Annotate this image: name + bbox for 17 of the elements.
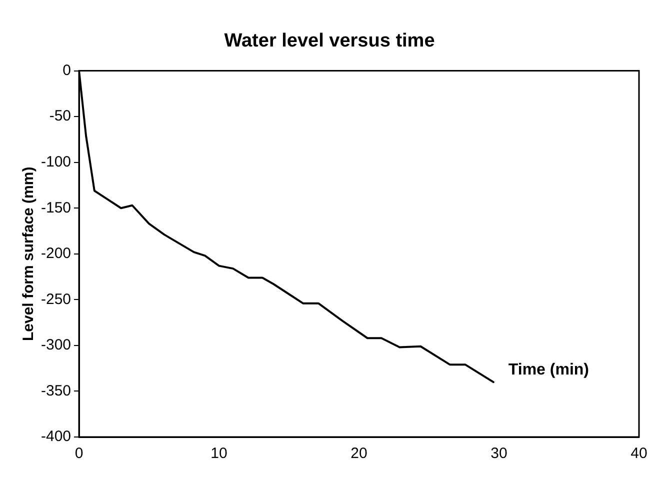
y-tick-label: -400: [40, 428, 72, 446]
y-axis-title: Level form surface (mm): [20, 166, 38, 342]
y-tick-label: -300: [40, 336, 72, 354]
y-tick-label: -150: [40, 199, 72, 216]
y-tick-label: 0: [62, 62, 72, 79]
y-tick-label: -200: [40, 245, 72, 262]
y-tick-label: -100: [40, 153, 72, 170]
y-tick-label: -50: [49, 108, 72, 125]
x-tick-label: 40: [630, 445, 648, 462]
y-tick-label: -250: [40, 290, 72, 308]
x-axis-title: Time (min): [508, 361, 590, 378]
x-tick-label: 0: [74, 445, 84, 462]
x-tick-label: 30: [490, 445, 508, 462]
chart-title: Water level versus time: [224, 30, 435, 52]
y-tick-label: -350: [40, 382, 72, 400]
x-tick-label: 10: [210, 445, 228, 462]
x-tick-label: 20: [350, 445, 368, 462]
